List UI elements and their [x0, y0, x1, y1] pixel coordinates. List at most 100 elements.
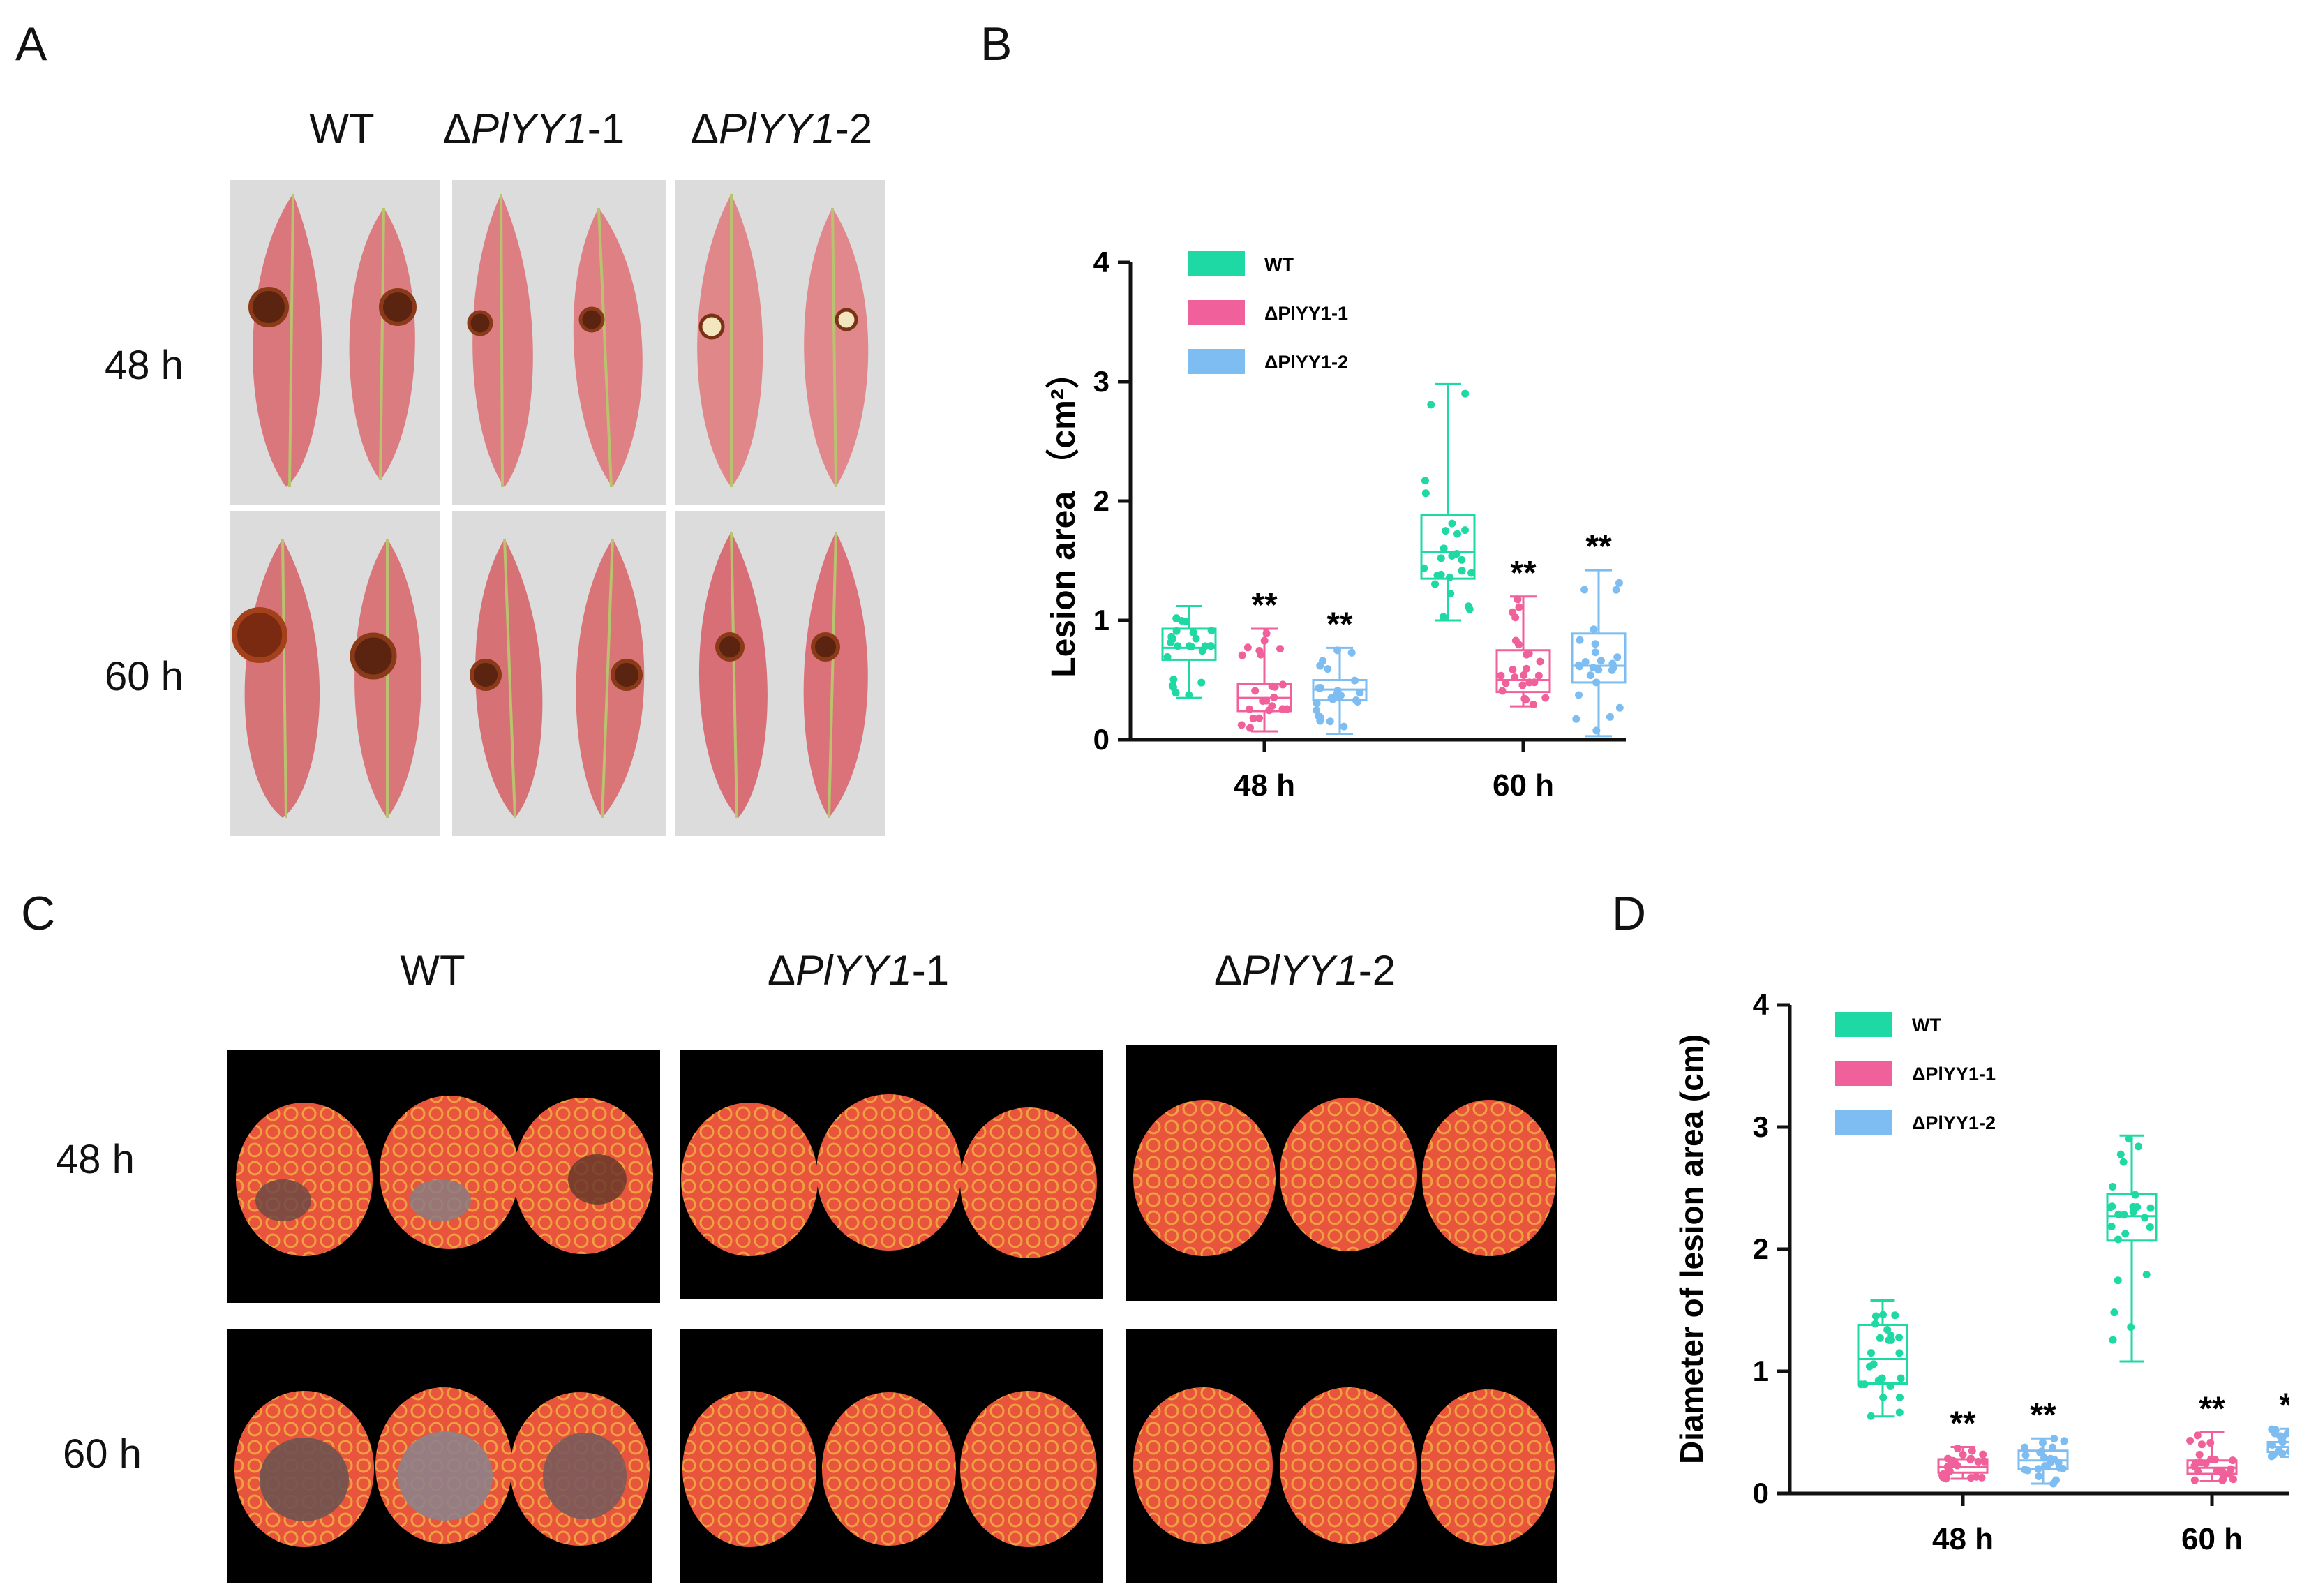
delta-symbol: Δ: [442, 105, 471, 152]
data-point: [1259, 696, 1267, 705]
data-point: [2142, 1271, 2151, 1279]
data-point: [1169, 675, 1178, 683]
col-label-wt-c: WT: [363, 946, 502, 994]
data-point: [1437, 554, 1445, 562]
data-point: [1589, 664, 1597, 672]
gene-name: PlYY1: [795, 947, 912, 994]
data-point: [1979, 1450, 1987, 1459]
leaf-image: [697, 194, 869, 488]
data-point: [1615, 703, 1624, 712]
data-point: [1871, 1312, 1880, 1320]
significance-marker: **: [2030, 1396, 2056, 1433]
data-point: [2127, 1323, 2135, 1332]
data-point: [1192, 634, 1200, 643]
data-point: [1326, 717, 1334, 726]
data-point: [1509, 665, 1517, 673]
data-point: [1876, 1334, 1884, 1342]
data-point: [1167, 632, 1176, 641]
data-point: [1867, 1349, 1875, 1357]
significance-marker: **: [1251, 587, 1278, 624]
data-point: [1590, 625, 1598, 634]
x-tick-label: 60 h: [1493, 768, 1554, 803]
wt-text: WT: [400, 947, 465, 994]
data-point: [1978, 1473, 1986, 1482]
data-point: [2114, 1276, 2122, 1285]
data-point: [1511, 613, 1520, 622]
data-point: [1592, 678, 1601, 687]
gene-name: PlYY1: [470, 105, 588, 152]
data-point: [1352, 696, 1360, 704]
data-point: [1980, 1457, 1989, 1466]
data-point: [1246, 724, 1254, 732]
data-point: [1174, 642, 1182, 650]
data-point: [1514, 595, 1522, 604]
data-point: [1591, 640, 1599, 648]
data-point: [2110, 1308, 2118, 1317]
data-point: [1237, 721, 1246, 729]
data-point: [2114, 1210, 2123, 1218]
data-point: [1458, 567, 1466, 575]
data-point: [1187, 643, 1195, 651]
data-point: [1327, 694, 1336, 702]
panel-label-a: A: [15, 17, 47, 70]
data-point: [1879, 1311, 1888, 1319]
data-point: [1895, 1349, 1904, 1357]
data-point: [1498, 687, 1507, 695]
data-point: [1895, 1408, 1904, 1417]
data-point: [1575, 691, 1583, 699]
data-point: [1967, 1474, 1975, 1482]
data-point: [1895, 1333, 1904, 1341]
y-tick-label: 2: [1093, 484, 1109, 517]
y-tick-label: 4: [1753, 988, 1770, 1021]
data-point: [1871, 1320, 1880, 1328]
data-point: [1276, 645, 1285, 653]
data-point: [1356, 689, 1364, 697]
delta-symbol: Δ: [690, 105, 719, 152]
box: [1495, 649, 1551, 694]
data-point: [1534, 671, 1543, 680]
legend-label: ΔPlYY1-2: [1264, 352, 1348, 373]
data-point: [1887, 1332, 1895, 1340]
legend-label: WT: [1912, 1015, 1941, 1036]
data-point: [1511, 673, 1519, 681]
data-point: [1442, 527, 1450, 535]
data-point: [1897, 1374, 1905, 1382]
data-point: [1518, 681, 1527, 689]
data-point: [1467, 569, 1476, 577]
gene-name: PlYY1: [1241, 947, 1359, 994]
data-point: [1464, 602, 1472, 611]
data-point: [1959, 1450, 1967, 1459]
strain-suffix: -1: [911, 947, 950, 994]
data-point: [1514, 641, 1523, 649]
x-tick-label: 48 h: [1234, 768, 1295, 803]
data-point: [1613, 653, 1622, 662]
data-point: [2034, 1465, 2042, 1473]
data-point: [1313, 699, 1321, 708]
data-point: [1586, 671, 1594, 680]
data-point: [2193, 1431, 2202, 1440]
significance-marker: **: [1585, 528, 1612, 565]
row-label-60h-a: 60 h: [105, 654, 184, 699]
panel-label-c: C: [21, 887, 56, 940]
data-point: [2114, 1235, 2122, 1244]
data-point: [1448, 552, 1456, 560]
data-point: [2186, 1437, 2195, 1445]
data-point: [1939, 1472, 1948, 1480]
data-point: [2278, 1435, 2286, 1443]
legend-swatch: [1188, 251, 1245, 276]
legend-label: ΔPlYY1-2: [1912, 1112, 1996, 1133]
data-point: [1249, 714, 1257, 722]
y-axis-title: Diameter of lesion area (cm): [1673, 1034, 1710, 1464]
row-label-48h-a: 48 h: [105, 343, 184, 388]
data-point: [2048, 1443, 2056, 1452]
data-point: [1949, 1456, 1957, 1465]
data-point: [1251, 687, 1260, 695]
data-point: [2133, 1203, 2142, 1211]
data-point: [1974, 1457, 1982, 1466]
data-point: [1525, 650, 1533, 658]
data-point: [1172, 627, 1181, 635]
data-point: [1431, 580, 1440, 588]
data-point: [1606, 713, 1614, 721]
data-point: [1238, 651, 1246, 659]
data-point: [2267, 1452, 2275, 1461]
